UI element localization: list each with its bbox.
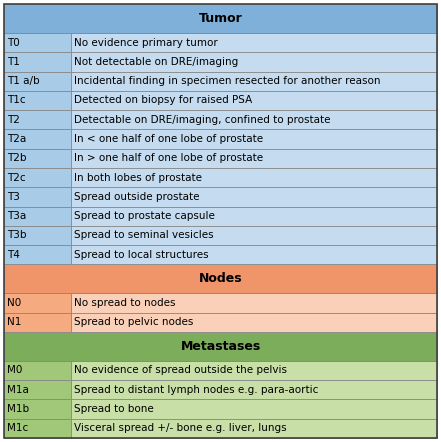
- Bar: [4, 130, 71, 149]
- Bar: [4, 380, 71, 400]
- Bar: [4, 312, 71, 332]
- Text: Metastases: Metastases: [180, 340, 261, 353]
- Bar: [4, 293, 71, 312]
- Text: M1b: M1b: [7, 404, 29, 414]
- Bar: [4, 168, 71, 187]
- Bar: [71, 149, 437, 168]
- Text: In < one half of one lobe of prostate: In < one half of one lobe of prostate: [74, 134, 263, 144]
- Bar: [4, 4, 437, 33]
- Text: N1: N1: [7, 317, 21, 327]
- Text: T2b: T2b: [7, 153, 26, 163]
- Text: In both lobes of prostate: In both lobes of prostate: [74, 172, 202, 183]
- Text: T1c: T1c: [7, 95, 26, 106]
- Text: No evidence primary tumor: No evidence primary tumor: [74, 38, 218, 48]
- Text: Spread outside prostate: Spread outside prostate: [74, 192, 200, 202]
- Text: T3b: T3b: [7, 230, 26, 240]
- Bar: [71, 419, 437, 438]
- Bar: [71, 206, 437, 226]
- Text: T3a: T3a: [7, 211, 26, 221]
- Bar: [4, 419, 71, 438]
- Bar: [4, 206, 71, 226]
- Text: Detectable on DRE/imaging, confined to prostate: Detectable on DRE/imaging, confined to p…: [74, 115, 331, 125]
- Bar: [4, 33, 71, 52]
- Bar: [71, 245, 437, 264]
- Text: Visceral spread +/- bone e.g. liver, lungs: Visceral spread +/- bone e.g. liver, lun…: [74, 423, 287, 433]
- Bar: [71, 312, 437, 332]
- Bar: [4, 264, 437, 293]
- Bar: [71, 187, 437, 206]
- Text: T1 a/b: T1 a/b: [7, 76, 40, 86]
- Bar: [4, 361, 71, 380]
- Text: T3: T3: [7, 192, 20, 202]
- Bar: [4, 245, 71, 264]
- Bar: [4, 52, 71, 72]
- Text: No spread to nodes: No spread to nodes: [74, 298, 176, 308]
- Bar: [4, 149, 71, 168]
- Text: M1a: M1a: [7, 385, 29, 395]
- Bar: [4, 226, 71, 245]
- Text: T4: T4: [7, 250, 20, 260]
- Text: Spread to prostate capsule: Spread to prostate capsule: [74, 211, 215, 221]
- Text: Spread to seminal vesicles: Spread to seminal vesicles: [74, 230, 214, 240]
- Text: Incidental finding in specimen resected for another reason: Incidental finding in specimen resected …: [74, 76, 381, 86]
- Bar: [71, 226, 437, 245]
- Bar: [71, 72, 437, 91]
- Text: T2a: T2a: [7, 134, 26, 144]
- Text: T2c: T2c: [7, 172, 26, 183]
- Text: T0: T0: [7, 38, 20, 48]
- Text: In > one half of one lobe of prostate: In > one half of one lobe of prostate: [74, 153, 263, 163]
- Text: Spread to pelvic nodes: Spread to pelvic nodes: [74, 317, 194, 327]
- Text: Spread to bone: Spread to bone: [74, 404, 154, 414]
- Bar: [71, 33, 437, 52]
- Bar: [71, 130, 437, 149]
- Text: Spread to local structures: Spread to local structures: [74, 250, 209, 260]
- Text: M1c: M1c: [7, 423, 28, 433]
- Bar: [71, 91, 437, 110]
- Text: T2: T2: [7, 115, 20, 125]
- Text: T1: T1: [7, 57, 20, 67]
- Bar: [4, 110, 71, 130]
- Text: Not detectable on DRE/imaging: Not detectable on DRE/imaging: [74, 57, 239, 67]
- Text: N0: N0: [7, 298, 21, 308]
- Text: Spread to distant lymph nodes e.g. para-aortic: Spread to distant lymph nodes e.g. para-…: [74, 385, 318, 395]
- Bar: [71, 293, 437, 312]
- Text: M0: M0: [7, 366, 22, 376]
- Bar: [71, 400, 437, 419]
- Bar: [71, 110, 437, 130]
- Bar: [4, 332, 437, 361]
- Text: Nodes: Nodes: [199, 272, 242, 286]
- Bar: [4, 91, 71, 110]
- Text: No evidence of spread outside the pelvis: No evidence of spread outside the pelvis: [74, 366, 287, 376]
- Bar: [71, 380, 437, 400]
- Bar: [71, 52, 437, 72]
- Text: Tumor: Tumor: [198, 12, 243, 25]
- Bar: [4, 400, 71, 419]
- Bar: [71, 168, 437, 187]
- Bar: [4, 187, 71, 206]
- Bar: [4, 72, 71, 91]
- Bar: [71, 361, 437, 380]
- Text: Detected on biopsy for raised PSA: Detected on biopsy for raised PSA: [74, 95, 252, 106]
